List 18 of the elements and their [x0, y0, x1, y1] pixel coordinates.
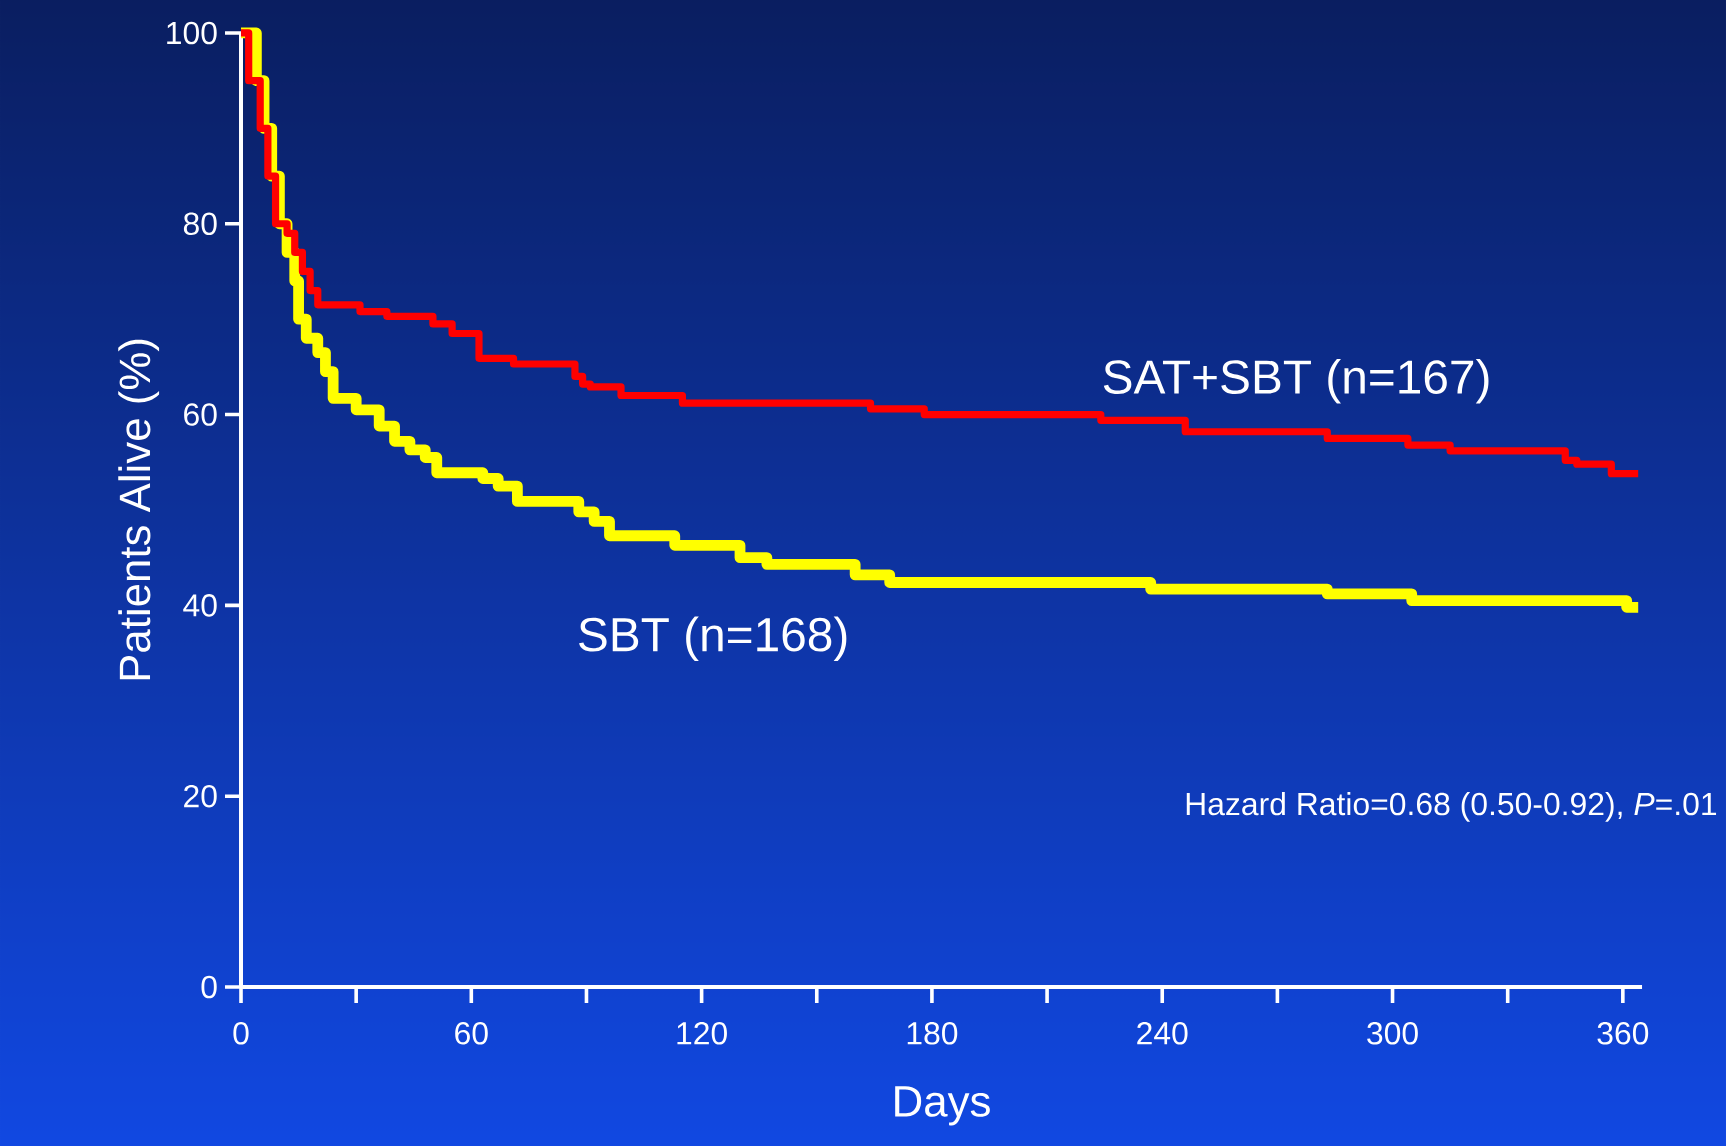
y-tick-label: 40: [183, 594, 217, 617]
y-tick-label: 60: [184, 403, 217, 426]
x-tick-label: 60: [455, 1022, 488, 1045]
x-tick-label: 180: [907, 1022, 958, 1045]
series-label: SAT+SBT (n=167): [1103, 358, 1489, 404]
x-axis-title: Days: [895, 1086, 990, 1126]
x-tick-label: 300: [1367, 1022, 1418, 1045]
y-tick-label: 100: [167, 21, 217, 45]
y-axis-title: Patients Alive (%): [118, 339, 160, 680]
y-tick-label: 20: [184, 784, 217, 808]
y-tick-label: 80: [183, 212, 217, 236]
x-tick-label: 240: [1137, 1022, 1188, 1045]
x-tick-label: 120: [677, 1022, 727, 1045]
annotation: Hazard Ratio=0.68 (0.50-0.92), P=.01: [1186, 791, 1717, 822]
series-label: SBT (n=168): [579, 616, 847, 662]
y-tick-label: 0: [201, 975, 217, 999]
x-tick-label: 360: [1597, 1022, 1649, 1045]
x-tick-label: 0: [233, 1022, 249, 1045]
